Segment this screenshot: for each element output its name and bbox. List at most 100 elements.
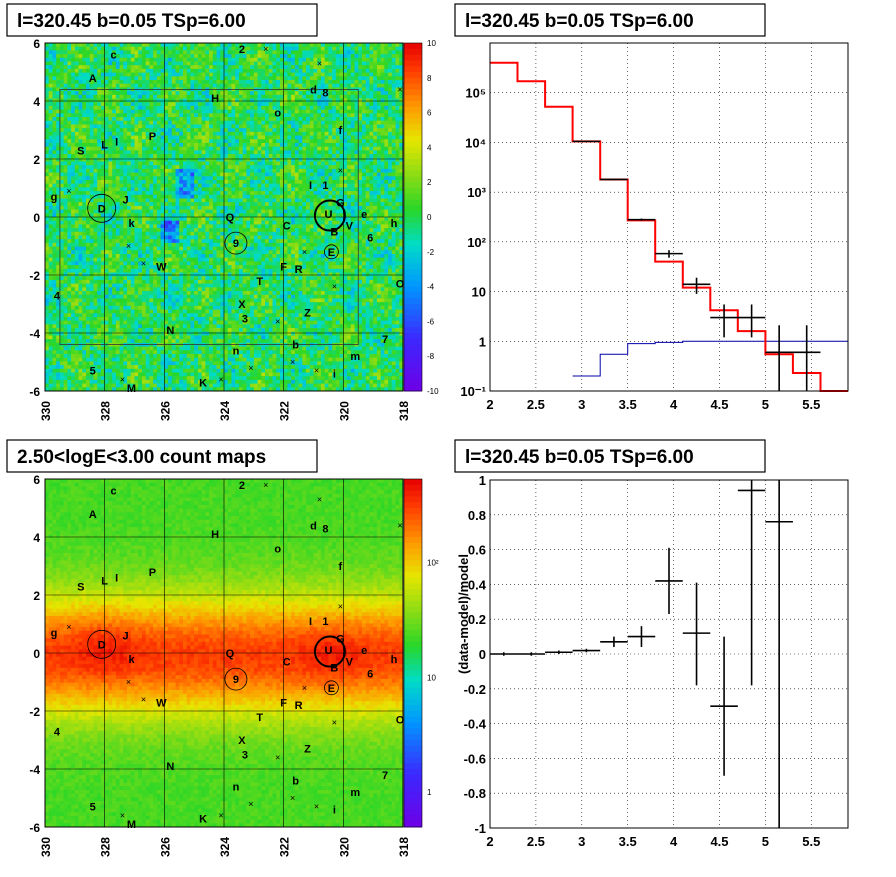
heatmap-cell bbox=[130, 168, 135, 173]
heatmap-cell bbox=[182, 157, 188, 162]
heatmap-cell bbox=[201, 102, 206, 107]
heatmap-cell bbox=[246, 205, 251, 210]
heatmap-cell bbox=[272, 187, 277, 192]
heatmap-cell bbox=[82, 187, 87, 192]
heatmap-cell bbox=[45, 154, 50, 159]
heatmap-cell bbox=[201, 98, 206, 103]
heatmap-cell bbox=[86, 139, 91, 144]
heatmap-cell bbox=[93, 224, 98, 229]
heatmap-cell bbox=[220, 139, 225, 144]
heatmap-cell bbox=[93, 80, 98, 85]
heatmap-cell bbox=[100, 98, 106, 103]
heatmap-cell bbox=[100, 65, 106, 70]
heatmap-cell bbox=[194, 91, 199, 96]
heatmap-cell bbox=[380, 202, 385, 207]
heatmap-cell bbox=[347, 228, 352, 233]
heatmap-cell bbox=[350, 228, 355, 233]
heatmap-cell bbox=[302, 228, 307, 233]
heatmap-cell bbox=[306, 43, 311, 48]
heatmap-cell bbox=[291, 187, 296, 192]
heatmap-cell bbox=[361, 224, 367, 229]
heatmap-cell bbox=[123, 168, 128, 173]
heatmap-cell bbox=[309, 50, 314, 55]
heatmap-cell bbox=[227, 191, 232, 196]
heatmap-cell bbox=[227, 224, 232, 229]
heatmap-cell bbox=[179, 98, 184, 103]
heatmap-cell bbox=[369, 154, 374, 159]
heatmap-cell bbox=[175, 80, 180, 85]
heatmap-cell bbox=[78, 231, 83, 236]
heatmap-cell bbox=[313, 102, 318, 107]
heatmap-cell bbox=[59, 57, 65, 62]
heatmap-cell bbox=[100, 176, 106, 181]
heatmap-cell bbox=[153, 120, 158, 125]
heatmap-cell bbox=[168, 150, 173, 155]
heatmap-cell bbox=[216, 172, 221, 177]
heatmap-cell bbox=[112, 50, 117, 55]
heatmap-cell bbox=[130, 109, 135, 114]
heatmap-cell bbox=[160, 183, 165, 188]
heatmap-cell bbox=[45, 191, 50, 196]
heatmap-cell bbox=[112, 54, 117, 59]
heatmap-cell bbox=[168, 146, 173, 151]
heatmap-cell bbox=[74, 224, 79, 229]
heatmap-cell bbox=[365, 139, 370, 144]
heatmap-cell bbox=[388, 154, 393, 159]
heatmap-cell bbox=[380, 205, 385, 210]
heatmap-cell bbox=[335, 202, 341, 207]
heatmap-cell bbox=[164, 209, 169, 214]
heatmap-cell bbox=[306, 124, 311, 129]
heatmap-cell bbox=[265, 157, 270, 162]
heatmap-cell bbox=[168, 198, 173, 203]
heatmap-cell bbox=[253, 139, 258, 144]
heatmap-cell bbox=[56, 91, 61, 96]
heatmap-cell bbox=[335, 120, 341, 125]
heatmap-cell bbox=[279, 176, 285, 181]
heatmap-cell bbox=[257, 124, 262, 129]
heatmap-cell bbox=[78, 94, 83, 99]
heatmap-cell bbox=[235, 231, 240, 236]
heatmap-cell bbox=[190, 131, 195, 136]
heatmap-cell bbox=[123, 209, 128, 214]
heatmap-cell bbox=[287, 131, 292, 136]
heatmap-cell bbox=[391, 46, 396, 51]
heatmap-cell bbox=[123, 187, 128, 192]
heatmap-cell bbox=[298, 231, 303, 236]
heatmap-cell bbox=[190, 68, 195, 74]
heatmap-cell bbox=[279, 61, 285, 66]
heatmap-cell bbox=[197, 124, 203, 129]
heatmap-cell bbox=[324, 220, 329, 225]
heatmap-cell bbox=[399, 43, 404, 48]
heatmap-cell bbox=[313, 161, 318, 166]
heatmap-cell bbox=[119, 113, 124, 118]
heatmap-cell bbox=[373, 54, 378, 59]
heatmap-cell bbox=[283, 179, 288, 185]
heatmap-cell bbox=[279, 124, 285, 129]
heatmap-cell bbox=[205, 202, 210, 207]
heatmap-cell bbox=[361, 83, 367, 88]
heatmap-cell bbox=[197, 98, 203, 103]
heatmap-cell bbox=[45, 217, 50, 222]
heatmap-cell bbox=[287, 198, 292, 203]
heatmap-cell bbox=[182, 228, 188, 233]
heatmap-cell bbox=[354, 172, 359, 177]
heatmap-cell bbox=[242, 202, 247, 207]
heatmap-cell bbox=[168, 54, 173, 59]
heatmap-cell bbox=[59, 109, 65, 114]
heatmap-cell bbox=[67, 139, 72, 144]
heatmap-cell bbox=[231, 165, 236, 170]
heatmap-cell bbox=[279, 46, 285, 51]
heatmap-cell bbox=[205, 72, 210, 77]
heatmap-cell bbox=[365, 165, 370, 170]
heatmap-cell bbox=[175, 142, 180, 148]
heatmap-cell bbox=[328, 157, 333, 162]
heatmap-cell bbox=[399, 217, 404, 222]
heatmap-cell bbox=[171, 128, 176, 133]
heatmap-cell bbox=[231, 65, 236, 70]
heatmap-cell bbox=[380, 43, 385, 48]
heatmap-cell bbox=[350, 113, 355, 118]
heatmap-cell bbox=[399, 231, 404, 236]
heatmap-cell bbox=[130, 157, 135, 162]
heatmap-cell bbox=[279, 128, 285, 133]
heatmap-cell bbox=[104, 72, 109, 77]
